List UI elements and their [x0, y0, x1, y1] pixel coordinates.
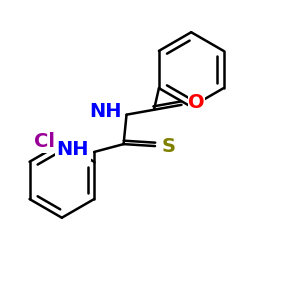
- Text: O: O: [188, 93, 205, 112]
- Text: S: S: [162, 136, 176, 156]
- Text: NH: NH: [57, 140, 89, 160]
- Text: Cl: Cl: [34, 132, 55, 151]
- Text: NH: NH: [89, 102, 122, 121]
